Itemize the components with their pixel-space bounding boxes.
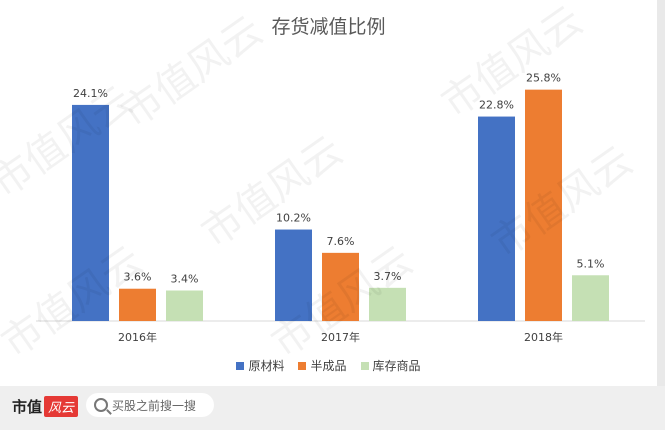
data-label: 22.8% xyxy=(479,99,514,112)
bar xyxy=(166,290,203,321)
brand-logo: 市值 风云 xyxy=(12,396,79,417)
chart-card: 存货减值比例 24.1% 3.6% 3.4% 2016年 10.2% 7.6% 3.7% 20… xyxy=(0,0,657,386)
legend-swatch xyxy=(360,361,369,370)
brand-badge: 风云 xyxy=(44,396,79,417)
bar xyxy=(572,275,609,321)
data-label: 5.1% xyxy=(577,257,605,270)
bar xyxy=(119,288,156,321)
brand-text: 市值 xyxy=(12,398,43,416)
x-tick-label: 2018年 xyxy=(524,330,563,344)
legend-item-semi-finished: 半成品 xyxy=(298,357,347,374)
bar xyxy=(369,287,406,321)
data-label: 25.8% xyxy=(526,72,561,85)
legend: 原材料 半成品 库存商品 xyxy=(0,357,657,374)
data-label: 24.1% xyxy=(73,87,108,100)
data-label: 3.4% xyxy=(171,273,199,286)
footer-bar: 市值 风云 买股之前搜一搜 xyxy=(0,386,665,430)
legend-swatch xyxy=(236,361,245,370)
legend-label: 库存商品 xyxy=(372,359,421,373)
data-label: 7.6% xyxy=(327,235,355,248)
legend-item-raw-materials: 原材料 xyxy=(236,357,284,374)
bar xyxy=(525,89,562,321)
legend-item-inventory-goods: 库存商品 xyxy=(360,357,421,374)
bar-chart: 24.1% 3.6% 3.4% 2016年 10.2% 7.6% 3.7% 2017年 22.8… xyxy=(36,72,645,344)
search-button[interactable]: 买股之前搜一搜 xyxy=(86,393,214,417)
bar xyxy=(478,116,515,321)
x-tick-label: 2017年 xyxy=(321,330,360,344)
legend-label: 原材料 xyxy=(248,359,285,373)
legend-label: 半成品 xyxy=(310,359,347,373)
x-tick-label: 2016年 xyxy=(118,330,157,344)
search-label: 买股之前搜一搜 xyxy=(112,398,197,413)
legend-swatch xyxy=(298,361,307,370)
bar xyxy=(72,104,109,321)
data-label: 10.2% xyxy=(276,212,311,225)
bar xyxy=(322,252,359,321)
search-icon xyxy=(94,398,108,412)
chart-title: 存货减值比例 xyxy=(271,16,386,38)
data-label: 3.7% xyxy=(374,270,402,283)
bar xyxy=(275,229,312,321)
data-label: 3.6% xyxy=(124,271,152,284)
